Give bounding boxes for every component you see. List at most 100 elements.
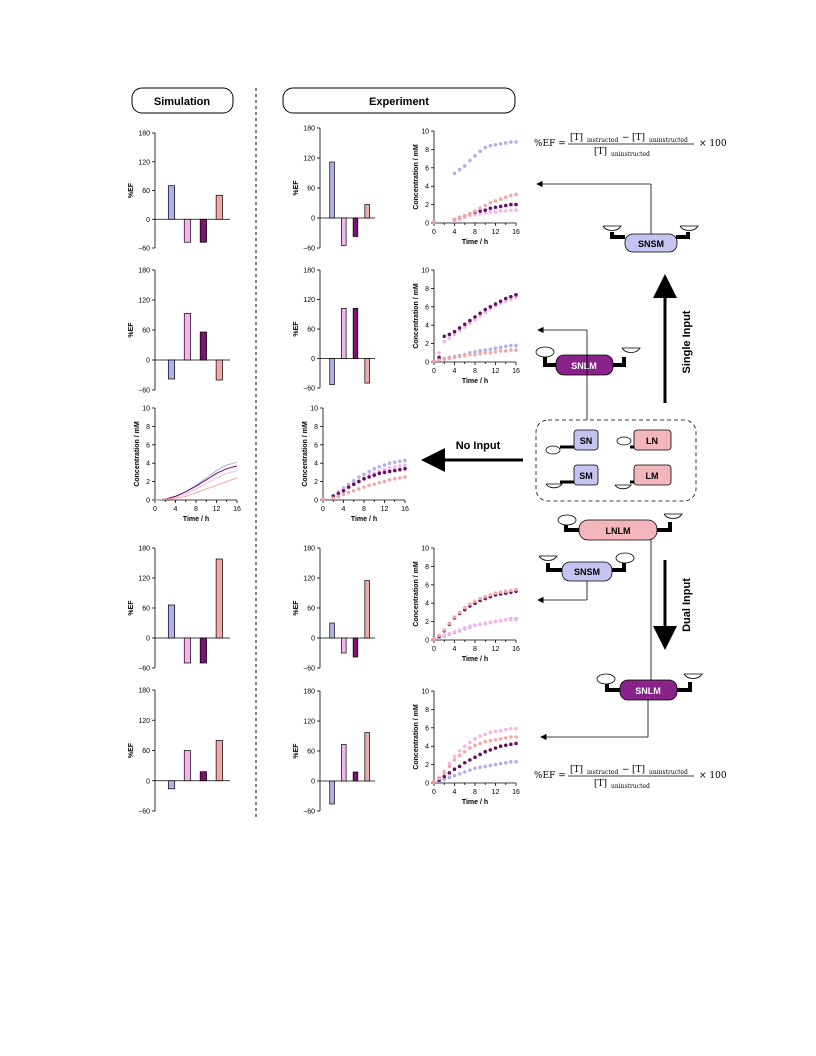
- point-SN: [452, 171, 457, 176]
- x-tick-label: 0: [432, 646, 436, 653]
- point-SM: [462, 760, 467, 765]
- y-tick-label: 4: [425, 184, 429, 191]
- eq-bot-times: × 100: [699, 771, 727, 781]
- eq-bot-minus: −: [622, 765, 630, 775]
- bar-SM: [199, 218, 207, 243]
- point-LN: [473, 317, 477, 322]
- point-SN: [503, 760, 508, 765]
- point-LN: [478, 622, 482, 627]
- point-LM: [331, 496, 336, 500]
- x-tick-label: 12: [492, 789, 500, 796]
- point-SN: [498, 345, 503, 350]
- point-LN: [442, 633, 447, 638]
- point-SN: [462, 770, 467, 774]
- eq-bot-sub-instr: instructed: [587, 769, 618, 776]
- point-LM: [478, 206, 482, 211]
- monomer-sm: SM: [545, 464, 599, 489]
- point-SN: [493, 346, 498, 351]
- point-LN: [392, 465, 397, 469]
- y-axis-label: %EF: [128, 322, 135, 338]
- point-LM: [392, 477, 397, 481]
- x-tick-label: 12: [381, 506, 389, 513]
- point-LM: [483, 739, 488, 744]
- y-tick-label: 180: [138, 546, 150, 553]
- point-SN: [457, 167, 462, 172]
- point-SM: [387, 469, 392, 474]
- exp_ef_row2-chart: 180 120 60 0 −60 %EF: [293, 268, 375, 393]
- eq-top-sub-unin-2: uninstructed: [611, 151, 650, 158]
- point-LN: [514, 208, 518, 212]
- point-LN: [468, 740, 472, 745]
- y-axis-label: Concentration / mM: [134, 421, 141, 487]
- y-tick-label: 120: [303, 576, 315, 583]
- sim_ef_row5-chart: 180 120 60 0 −60 %EF: [128, 688, 230, 816]
- point-LM: [432, 359, 436, 363]
- point-SN: [483, 764, 488, 769]
- point-LN: [403, 463, 407, 467]
- point-SN: [478, 149, 482, 154]
- point-SN: [372, 466, 377, 471]
- point-SN: [468, 158, 472, 163]
- eq-top-num-a: [T]: [570, 133, 583, 143]
- point-LN: [509, 297, 513, 302]
- point-SM: [478, 209, 482, 213]
- point-SN: [478, 765, 482, 770]
- bar-LM: [364, 580, 370, 639]
- point-LM: [473, 599, 477, 604]
- point-SM: [514, 293, 518, 297]
- x-axis-label: Time / h: [462, 239, 488, 246]
- simulation-header: Simulation: [154, 96, 211, 108]
- point-LN: [473, 737, 477, 741]
- point-LN: [503, 617, 508, 622]
- point-LM: [442, 628, 447, 632]
- y-axis-label: Concentration / mM: [413, 704, 420, 770]
- point-SN: [457, 772, 462, 776]
- point-LM: [367, 483, 371, 488]
- point-LN: [509, 726, 513, 731]
- point-SN: [509, 760, 513, 764]
- y-tick-label: −60: [303, 386, 315, 393]
- point-LM: [509, 348, 513, 352]
- point-LM: [488, 351, 493, 355]
- point-LN: [483, 310, 488, 315]
- point-SM: [442, 774, 447, 779]
- point-LM: [432, 220, 436, 224]
- point-SN: [473, 154, 477, 158]
- y-tick-label: 0: [425, 781, 429, 788]
- single-input-label: Single Input: [681, 310, 693, 373]
- bar-SM: [352, 308, 359, 359]
- point-LM: [452, 355, 457, 360]
- point-LM: [483, 351, 488, 355]
- point-LN: [462, 626, 467, 630]
- point-LN: [437, 351, 441, 355]
- eq-top-lhs: %EF =: [534, 139, 566, 149]
- monomer-ln: LN: [616, 429, 672, 451]
- y-tick-label: 180: [138, 268, 150, 275]
- point-LM: [514, 348, 518, 352]
- point-LM: [493, 591, 498, 595]
- snsm-top-label: SNSM: [638, 239, 664, 249]
- point-LM: [488, 593, 493, 597]
- y-tick-label: 0: [311, 216, 315, 223]
- point-LN: [493, 210, 498, 214]
- line-SN: [154, 461, 238, 501]
- y-tick-label: 4: [314, 461, 318, 468]
- y-tick-label: 60: [142, 748, 150, 755]
- y-tick-label: 180: [138, 688, 150, 695]
- point-LM: [447, 621, 452, 626]
- point-SN: [398, 459, 402, 464]
- y-tick-label: −60: [138, 666, 150, 673]
- sm-label: SM: [579, 471, 593, 481]
- point-LN: [478, 734, 482, 738]
- point-LM: [509, 735, 513, 739]
- exp_conc_row1-chart: 10 8 6 4 2 00 4 8 12 16 Time / h Concentration / mM: [413, 129, 520, 247]
- point-LM: [498, 590, 503, 594]
- y-tick-label: 0: [425, 638, 429, 645]
- point-LN: [498, 618, 503, 623]
- x-tick-label: 8: [194, 506, 198, 513]
- bar-LM: [215, 740, 223, 782]
- snsm-complex-low: SNSM: [538, 552, 635, 582]
- y-tick-label: 0: [146, 778, 150, 785]
- y-tick-label: 0: [146, 217, 150, 224]
